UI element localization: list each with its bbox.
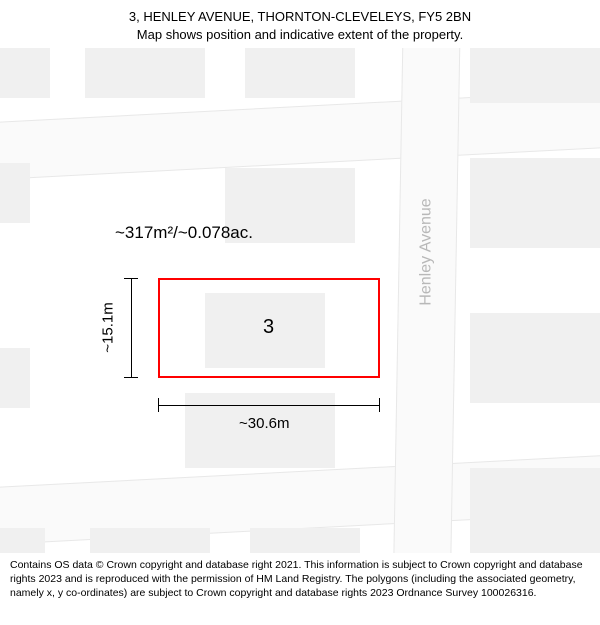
- building-block: [470, 468, 600, 553]
- building-block: [245, 48, 355, 98]
- address-title: 3, HENLEY AVENUE, THORNTON-CLEVELEYS, FY…: [10, 8, 590, 26]
- building-block: [0, 163, 30, 223]
- building-block: [470, 158, 600, 248]
- building-block: [470, 48, 600, 103]
- width-dimension-line: [158, 405, 380, 406]
- building-block: [0, 528, 45, 553]
- building-block: [85, 48, 205, 98]
- property-number-label: 3: [263, 316, 274, 339]
- map-canvas: 3 ~317m²/~0.078ac. ~30.6m ~15.1m Henley Aven…: [0, 48, 600, 553]
- height-dimension-line: [131, 278, 132, 378]
- building-block: [0, 348, 30, 408]
- building-block: [250, 528, 360, 553]
- header: 3, HENLEY AVENUE, THORNTON-CLEVELEYS, FY…: [0, 0, 600, 48]
- height-dimension-label: ~15.1m: [100, 303, 117, 353]
- header-subtitle: Map shows position and indicative extent…: [10, 26, 590, 44]
- footer-attribution: Contains OS data © Crown copyright and d…: [0, 553, 600, 606]
- building-block: [90, 528, 210, 553]
- building-block: [470, 313, 600, 403]
- building-block: [0, 48, 50, 98]
- street-name-label: Henley Avenue: [418, 199, 436, 306]
- width-dimension-label: ~30.6m: [239, 415, 289, 432]
- area-measurement-label: ~317m²/~0.078ac.: [115, 223, 253, 243]
